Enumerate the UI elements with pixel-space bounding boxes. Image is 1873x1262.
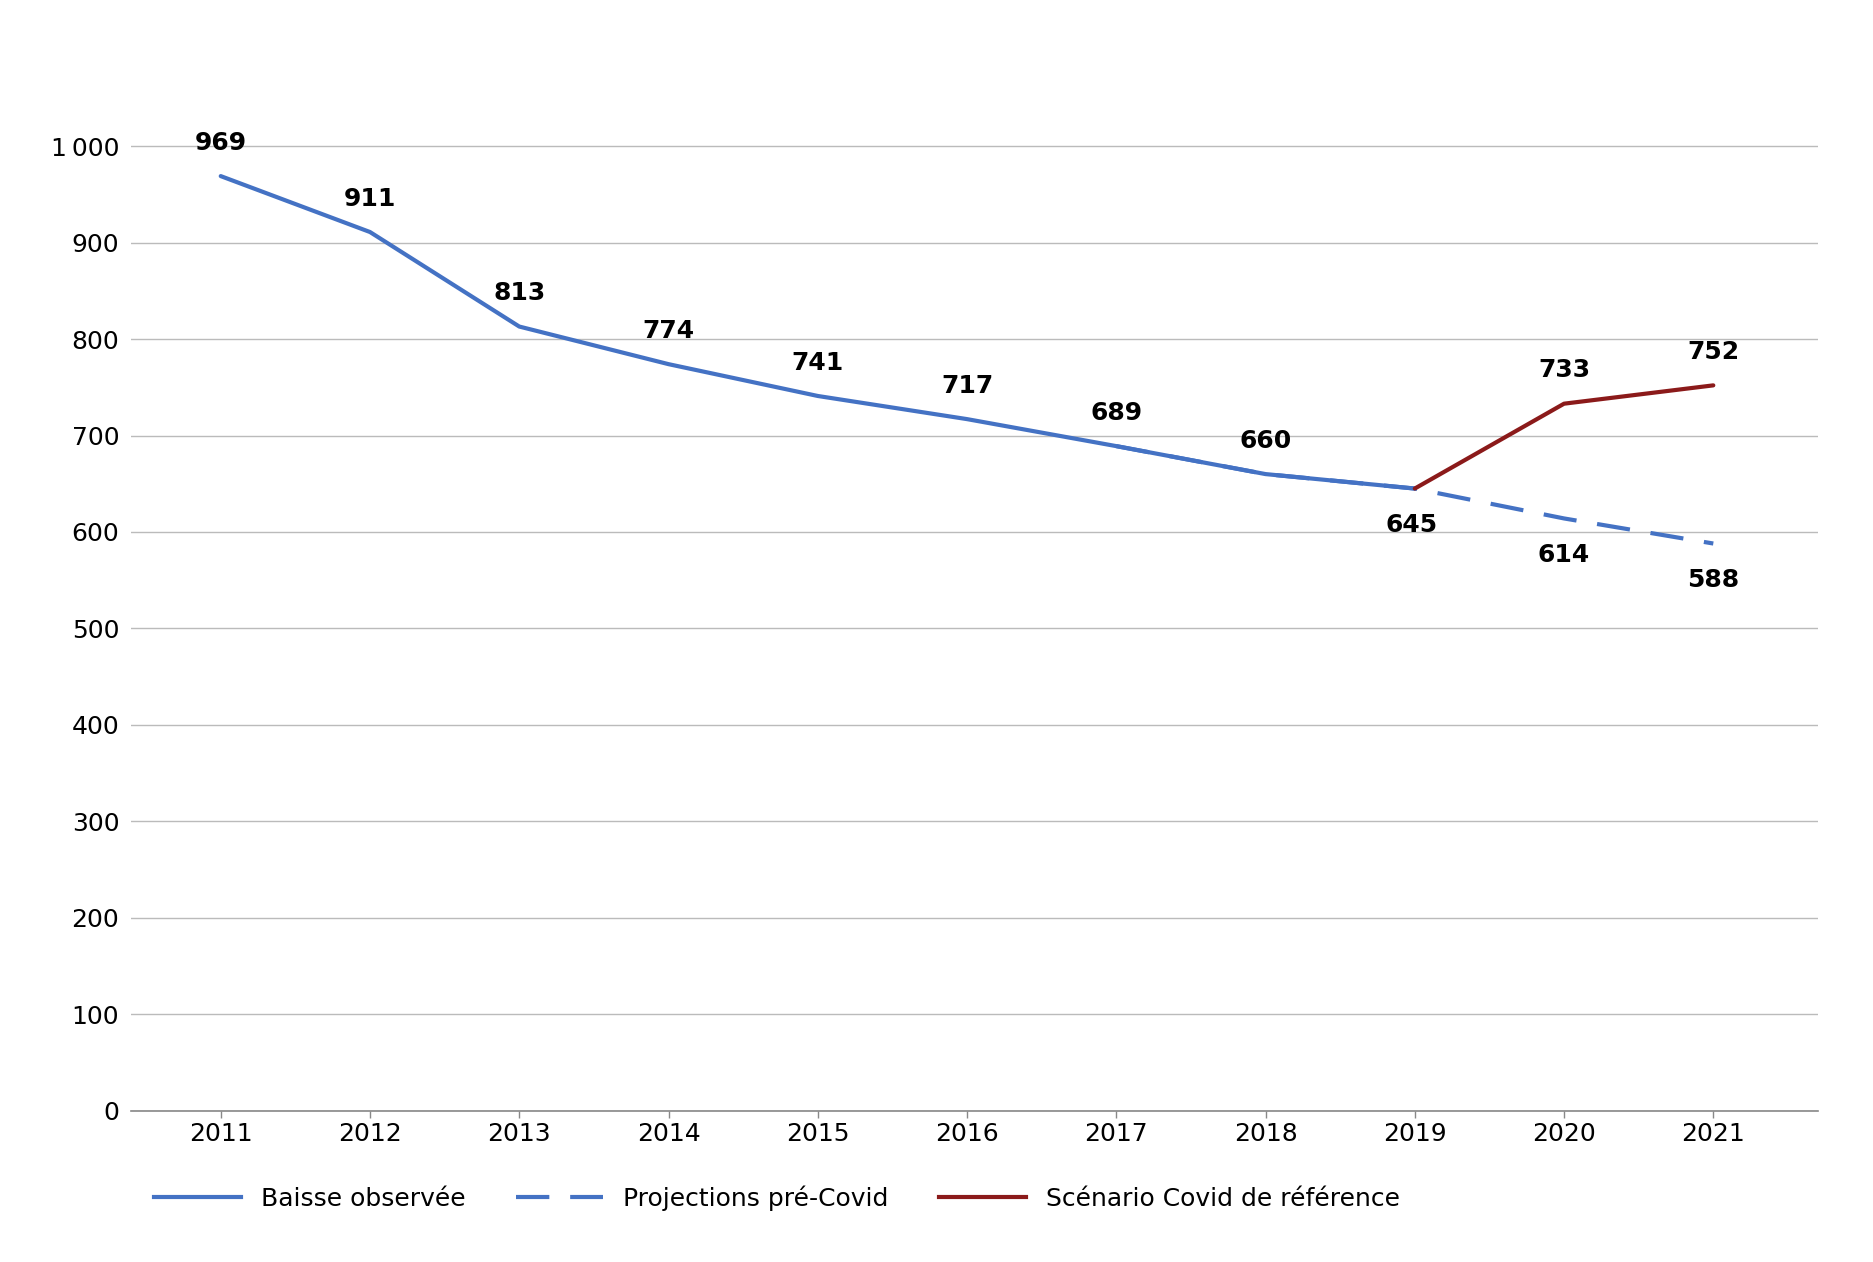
Text: 969: 969: [195, 131, 247, 155]
Text: 660: 660: [1238, 429, 1290, 453]
Text: 813: 813: [493, 281, 545, 305]
Text: 588: 588: [1686, 568, 1738, 592]
Text: 741: 741: [790, 351, 843, 375]
Text: 717: 717: [940, 374, 993, 398]
Text: 614: 614: [1538, 543, 1590, 567]
Text: 645: 645: [1384, 512, 1437, 536]
Text: 911: 911: [343, 187, 395, 211]
Legend: Baisse observée, Projections pré-Covid, Scénario Covid de référence: Baisse observée, Projections pré-Covid, …: [144, 1175, 1408, 1220]
Text: 733: 733: [1538, 358, 1590, 382]
Text: 774: 774: [642, 319, 695, 343]
Text: 689: 689: [1090, 401, 1143, 425]
Text: 752: 752: [1686, 341, 1738, 365]
